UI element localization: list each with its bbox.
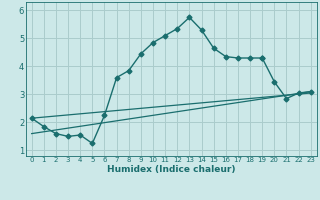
X-axis label: Humidex (Indice chaleur): Humidex (Indice chaleur) [107,165,236,174]
